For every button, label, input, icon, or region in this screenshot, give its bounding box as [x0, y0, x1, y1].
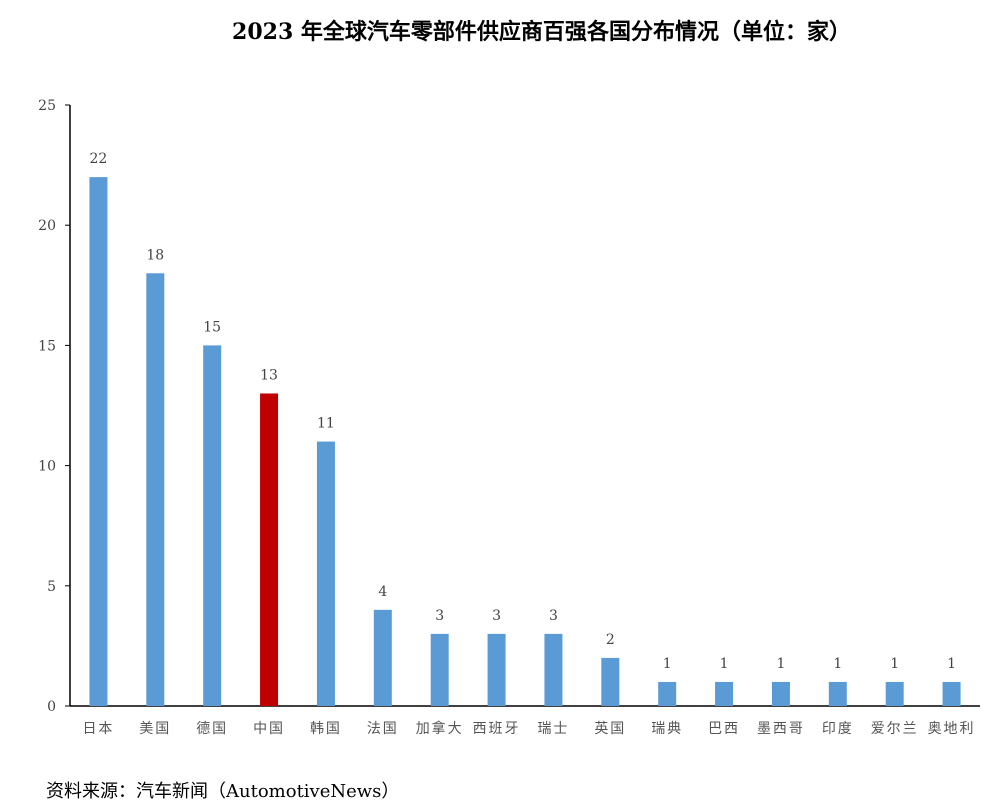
data-label: 15 — [203, 319, 221, 335]
x-tick-label: 印度 — [822, 721, 854, 737]
x-tick-label: 墨西哥 — [757, 721, 805, 737]
x-tick-label: 加拿大 — [416, 720, 464, 737]
bars — [89, 177, 961, 706]
data-label: 1 — [663, 656, 672, 672]
bar — [316, 441, 335, 706]
data-label: 4 — [378, 584, 387, 600]
bar — [373, 609, 392, 706]
axes: 0 5 10 15 20 25 — [38, 98, 980, 715]
x-tick-label: 奥地利 — [928, 720, 976, 737]
x-tick-label: 爱尔兰 — [871, 721, 919, 737]
y-tick-label: 0 — [47, 699, 56, 715]
bar — [828, 681, 847, 706]
bar — [487, 633, 506, 706]
x-tick-label: 西班牙 — [473, 721, 521, 737]
y-tick-label: 20 — [38, 218, 56, 234]
bar — [658, 681, 677, 706]
x-tick-label: 巴西 — [708, 721, 740, 737]
y-tick-label: 15 — [38, 338, 56, 354]
data-label: 3 — [492, 608, 501, 624]
x-tick-label: 法国 — [367, 721, 399, 737]
data-label: 11 — [317, 416, 335, 432]
x-tick-label: 德国 — [196, 721, 228, 737]
data-label: 1 — [720, 656, 729, 672]
y-tick-label: 10 — [38, 459, 56, 475]
bar — [203, 345, 222, 706]
x-tick-label: 中国 — [253, 721, 285, 737]
bar — [771, 681, 790, 706]
y-tick-label: 5 — [47, 579, 56, 595]
data-label: 2 — [606, 632, 615, 648]
data-label: 1 — [947, 656, 956, 672]
data-label: 13 — [260, 367, 278, 383]
bar — [260, 393, 279, 706]
x-tick-label: 韩国 — [310, 721, 342, 737]
bar — [89, 177, 108, 706]
bar — [544, 633, 563, 706]
bar — [885, 681, 904, 706]
data-label: 1 — [776, 656, 785, 672]
labels: 22日本18美国15德国13中国11韩国4法国3加拿大3西班牙3瑞士2英国1瑞典… — [82, 151, 976, 737]
source-note: 资料来源：汽车新闻（AutomotiveNews） — [46, 781, 400, 802]
data-label: 18 — [146, 247, 164, 263]
data-label: 3 — [435, 608, 444, 624]
x-tick-label: 日本 — [82, 721, 114, 737]
data-label: 22 — [90, 151, 108, 167]
data-label: 1 — [890, 656, 899, 672]
x-tick-label: 英国 — [594, 720, 626, 737]
x-tick-label: 瑞典 — [651, 721, 683, 737]
x-tick-label: 美国 — [139, 721, 171, 737]
x-tick-label: 瑞士 — [537, 721, 569, 737]
chart-title: 2023 年全球汽车零部件供应商百强各国分布情况（单位：家） — [232, 19, 851, 45]
y-tick-label: 25 — [38, 98, 56, 114]
bar — [715, 681, 734, 706]
data-label: 1 — [833, 656, 842, 672]
bar — [942, 681, 961, 706]
bar — [430, 633, 449, 706]
data-label: 3 — [549, 608, 558, 624]
bar — [146, 273, 165, 706]
bar — [601, 657, 620, 706]
